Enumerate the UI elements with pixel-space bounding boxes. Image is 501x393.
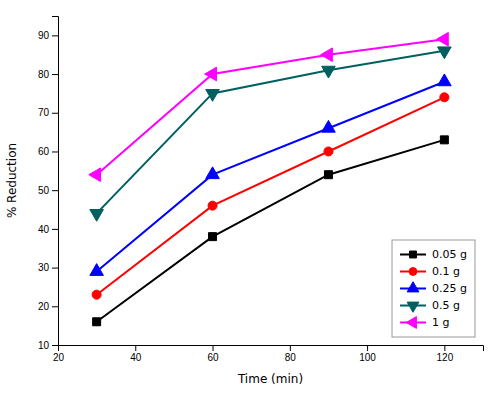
legend-swatch-marker xyxy=(407,302,419,312)
y-tick-mark xyxy=(52,190,58,191)
legend-item: 0.5 g xyxy=(400,299,460,312)
legend-item: 0.1 g xyxy=(400,265,460,278)
legend-swatch-marker xyxy=(410,251,417,258)
legend-swatch-marker xyxy=(407,282,419,292)
x-tick-mark xyxy=(290,345,291,351)
legend-label: 0.1 g xyxy=(432,265,460,278)
legend-label: 0.05 g xyxy=(432,248,467,261)
y-tick: 40 xyxy=(38,224,58,235)
series-point xyxy=(440,136,448,144)
x-tick-label: 60 xyxy=(207,352,219,363)
y-tick: 70 xyxy=(38,107,58,118)
series-point xyxy=(322,66,336,78)
x-tick-label: 100 xyxy=(359,352,376,363)
series-point xyxy=(90,264,104,276)
series-point xyxy=(89,168,101,182)
series-point xyxy=(438,74,452,86)
series-point xyxy=(324,147,333,156)
y-tick-label: 70 xyxy=(38,107,50,118)
y-tick-mark xyxy=(52,35,58,36)
series-point xyxy=(437,32,449,46)
x-tick: 120 xyxy=(437,345,454,363)
x-tick-label: 120 xyxy=(437,352,454,363)
x-tick: 100 xyxy=(359,345,376,363)
y-tick-mark xyxy=(52,345,58,346)
y-tick: 10 xyxy=(38,340,58,351)
y-tick-mark xyxy=(52,229,58,230)
series-point xyxy=(93,318,101,326)
y-tick-label: 60 xyxy=(38,146,50,157)
y-tick-label: 50 xyxy=(38,185,50,196)
series-point xyxy=(92,290,101,299)
legend-item: 0.25 g xyxy=(400,282,467,296)
x-axis: 20 40 60 80 100 120 xyxy=(53,345,484,363)
x-axis-title: Time (min) xyxy=(237,372,303,386)
legend: 0.05 g 0.1 g 0.25 g 0.5 g 1 g xyxy=(392,240,475,337)
series-point xyxy=(324,171,332,179)
legend-label: 0.25 g xyxy=(432,282,467,295)
x-tick: 20 xyxy=(53,345,65,363)
x-tick-label: 20 xyxy=(53,352,65,363)
series-point xyxy=(322,120,336,132)
y-tick-label: 10 xyxy=(38,340,50,351)
series-point xyxy=(208,201,217,210)
series-point xyxy=(321,48,333,62)
x-tick: 80 xyxy=(285,345,297,363)
legend-item: 1 g xyxy=(400,316,449,329)
x-tick: 40 xyxy=(130,345,142,363)
y-axis: 10 20 30 40 50 60 70 80 90 xyxy=(38,17,59,351)
legend-box xyxy=(392,240,475,337)
legend-label: 0.5 g xyxy=(432,299,460,312)
y-tick-mark xyxy=(52,268,58,269)
y-tick-mark xyxy=(52,151,58,152)
series-line xyxy=(97,39,445,174)
x-tick-mark xyxy=(213,345,214,351)
series-point xyxy=(438,47,452,59)
y-tick: 20 xyxy=(38,301,58,312)
series-point xyxy=(209,233,217,241)
y-tick-mark xyxy=(52,74,58,75)
series-point xyxy=(90,209,104,221)
legend-swatch-marker xyxy=(409,268,417,276)
y-tick-label: 30 xyxy=(38,262,50,273)
plot: 20406080100120102030405060708090Time (mi… xyxy=(5,17,484,387)
y-tick-label: 90 xyxy=(38,30,50,41)
legend-swatch-marker xyxy=(406,317,416,329)
legend-item: 0.05 g xyxy=(400,248,467,261)
y-tick: 60 xyxy=(38,146,58,157)
y-tick-mark xyxy=(52,306,58,307)
y-axis-line xyxy=(52,17,59,346)
series xyxy=(89,32,448,181)
series-line xyxy=(97,51,445,214)
y-tick: 30 xyxy=(38,262,58,273)
series-point xyxy=(206,89,220,101)
y-tick-label: 80 xyxy=(38,69,50,80)
x-tick-mark xyxy=(367,345,368,351)
y-tick: 80 xyxy=(38,69,58,80)
y-tick-label: 40 xyxy=(38,224,50,235)
y-tick: 90 xyxy=(38,30,58,41)
y-tick: 50 xyxy=(38,185,58,196)
y-tick-mark xyxy=(52,113,58,114)
y-axis-title: % Reduction xyxy=(5,143,19,218)
x-axis-line xyxy=(59,346,484,352)
y-tick-label: 20 xyxy=(38,301,50,312)
legend-label: 1 g xyxy=(432,316,449,329)
series-point xyxy=(205,67,217,81)
series-point xyxy=(206,167,220,179)
x-tick-mark xyxy=(444,345,445,351)
x-tick: 60 xyxy=(207,345,219,363)
x-tick-label: 40 xyxy=(130,352,142,363)
x-tick-label: 80 xyxy=(285,352,297,363)
chart: 20406080100120102030405060708090Time (mi… xyxy=(0,0,501,393)
series-point xyxy=(440,93,449,102)
x-tick-mark xyxy=(135,345,136,351)
